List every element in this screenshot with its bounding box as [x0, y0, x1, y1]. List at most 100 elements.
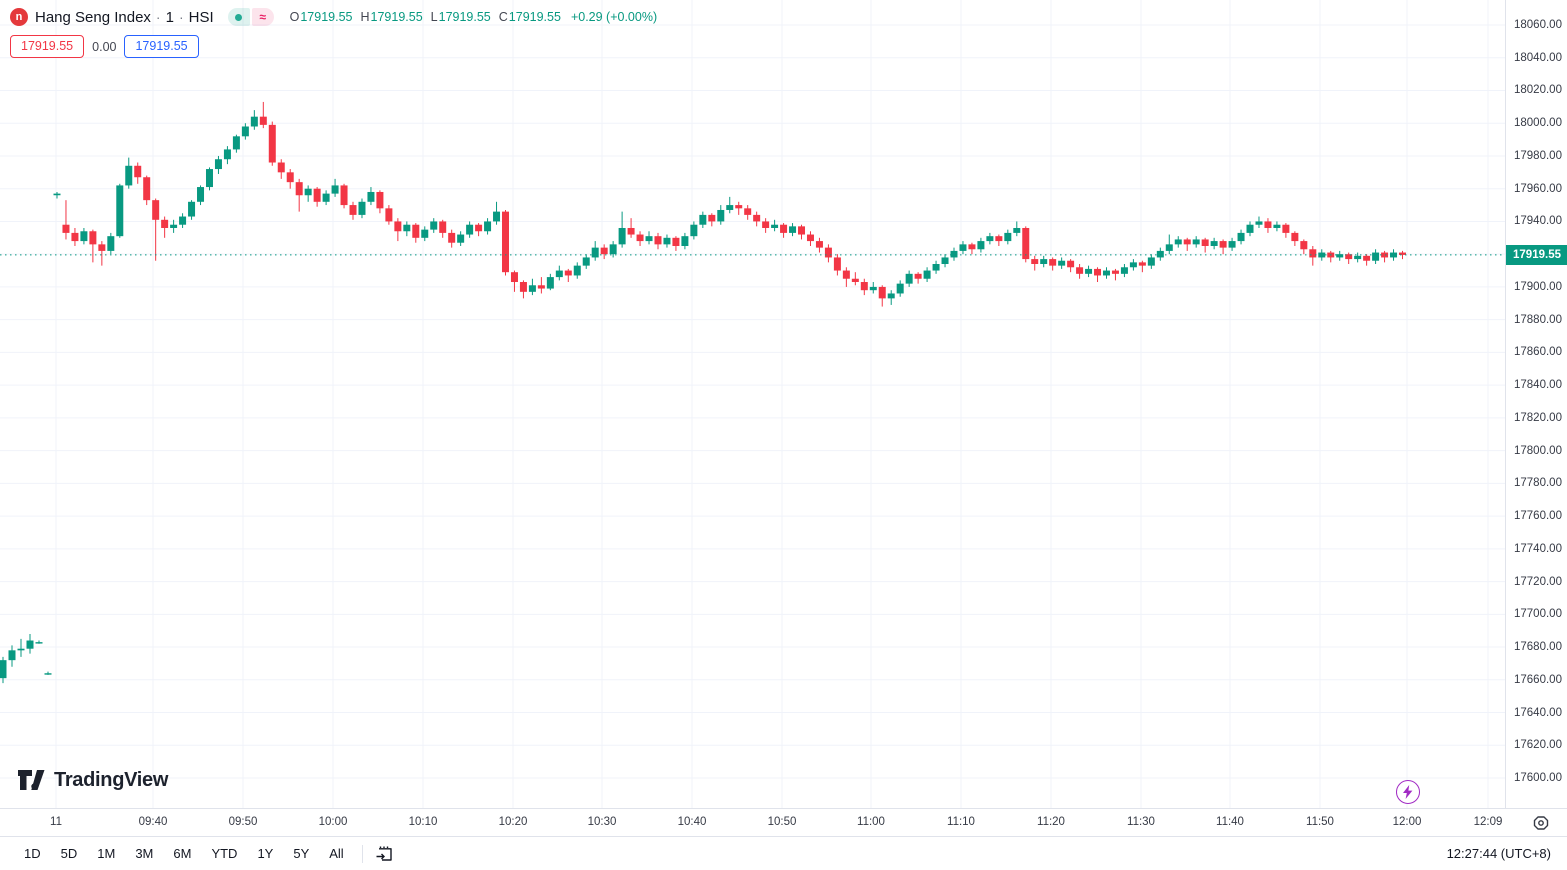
open-value: 17919.55	[300, 10, 353, 24]
clock-readout[interactable]: 12:27:44 (UTC+8)	[1446, 846, 1551, 861]
candle	[824, 247, 832, 258]
candle	[932, 264, 940, 271]
candle	[367, 191, 375, 202]
candle	[1372, 252, 1380, 261]
candle	[277, 162, 285, 173]
go-to-date-button[interactable]	[373, 842, 397, 866]
tradingview-logo-text: TradingView	[54, 769, 169, 791]
time-tick-label: 12:00	[1392, 816, 1422, 828]
candle	[959, 244, 967, 251]
chart-pane[interactable]: n Hang Seng Index · 1 · HSI ≈ O 17919.55 H 179…	[0, 0, 1505, 808]
candle	[519, 282, 527, 292]
candle	[107, 236, 115, 251]
candlestick-chart	[0, 0, 1505, 808]
price-axis[interactable]: 17919.55 18060.00 18040.00 18020.00 18000.0…	[1505, 0, 1567, 808]
candle	[1129, 262, 1137, 268]
candle	[457, 234, 465, 243]
candle	[968, 244, 976, 250]
time-tick-label: 11:40	[1216, 816, 1244, 828]
candle	[681, 236, 689, 246]
range-button-1y[interactable]: 1Y	[249, 842, 281, 865]
range-button-5d[interactable]: 5D	[53, 842, 86, 865]
candle	[152, 200, 160, 220]
last-price-value: 17919.55	[1513, 248, 1561, 261]
sell-price-button[interactable]: 17919.55	[10, 35, 85, 58]
candle	[1147, 257, 1155, 266]
candle	[690, 224, 698, 237]
candle	[116, 185, 124, 237]
change-value: +0.29 (+0.00%)	[570, 10, 658, 24]
range-button-6m[interactable]: 6M	[165, 842, 199, 865]
candle	[654, 236, 662, 245]
candle	[591, 247, 599, 258]
candle	[735, 205, 743, 209]
candle	[699, 214, 707, 225]
candle	[914, 273, 922, 279]
time-tick-label: 11:10	[947, 816, 975, 828]
symbol-logo-icon: n	[10, 8, 28, 26]
time-tick-label: 12:09	[1473, 816, 1503, 828]
buy-price-button[interactable]: 17919.55	[124, 35, 199, 58]
candle	[1255, 221, 1263, 225]
range-button-1d[interactable]: 1D	[16, 842, 49, 865]
candle	[26, 640, 34, 649]
price-tick-label: 17680.00	[1514, 641, 1562, 654]
time-tick-label: 11:30	[1127, 816, 1155, 828]
time-axis[interactable]: 11 09:40 09:50 10:00 10:10 10:20 10:30 10:40 10:…	[0, 808, 1567, 836]
tradingview-logo-icon	[18, 770, 45, 790]
candle	[851, 278, 859, 283]
candle	[430, 221, 438, 230]
symbol-title[interactable]: Hang Seng Index · 1 · HSI	[35, 9, 214, 26]
candle	[259, 116, 267, 125]
candle	[1318, 252, 1326, 258]
candle	[322, 193, 330, 202]
candle	[1219, 241, 1227, 248]
range-button-3m[interactable]: 3M	[127, 842, 161, 865]
candle	[986, 236, 994, 242]
range-button-5y[interactable]: 5Y	[285, 842, 317, 865]
candle	[896, 283, 904, 294]
candle	[484, 221, 492, 232]
chart-interval: 1	[165, 8, 174, 26]
candle	[1013, 227, 1021, 233]
lightning-icon	[1403, 785, 1413, 799]
candle	[385, 208, 393, 222]
candle	[977, 241, 985, 250]
range-button-1m[interactable]: 1M	[89, 842, 123, 865]
candle	[295, 182, 303, 196]
candle	[887, 293, 895, 299]
candle	[1049, 259, 1057, 266]
candle	[618, 227, 626, 245]
candle	[358, 201, 366, 215]
candle	[1336, 254, 1344, 258]
candle	[403, 224, 411, 232]
title-separator: ·	[155, 8, 161, 25]
price-tick-label: 17840.00	[1514, 379, 1562, 392]
session-status-lightning-button[interactable]	[1396, 780, 1420, 804]
status-pills: ≈	[227, 8, 274, 26]
grid-lines	[0, 0, 1505, 808]
candle	[1381, 252, 1389, 258]
market-status-badge[interactable]	[227, 8, 250, 26]
candle	[869, 286, 877, 291]
candle	[0, 660, 7, 679]
time-tick-label: 10:00	[318, 816, 348, 828]
approx-values-badge[interactable]: ≈	[251, 8, 274, 26]
candle	[241, 126, 249, 137]
open-label: O	[289, 10, 300, 24]
price-tick-label: 17700.00	[1514, 608, 1562, 621]
range-button-ytd[interactable]: YTD	[203, 842, 245, 865]
axis-settings-button[interactable]	[1532, 814, 1550, 832]
price-tick-label: 17640.00	[1514, 706, 1562, 719]
range-button-all[interactable]: All	[321, 842, 351, 865]
symbol-name: Hang Seng Index	[35, 8, 151, 26]
candle	[941, 257, 949, 265]
toolbar-divider	[361, 844, 363, 863]
candle	[528, 285, 536, 292]
candle	[466, 224, 474, 235]
tradingview-logo[interactable]: TradingView	[18, 769, 168, 792]
title-separator: ·	[178, 8, 184, 25]
candle	[798, 226, 806, 235]
price-tick-label: 18040.00	[1514, 51, 1562, 64]
